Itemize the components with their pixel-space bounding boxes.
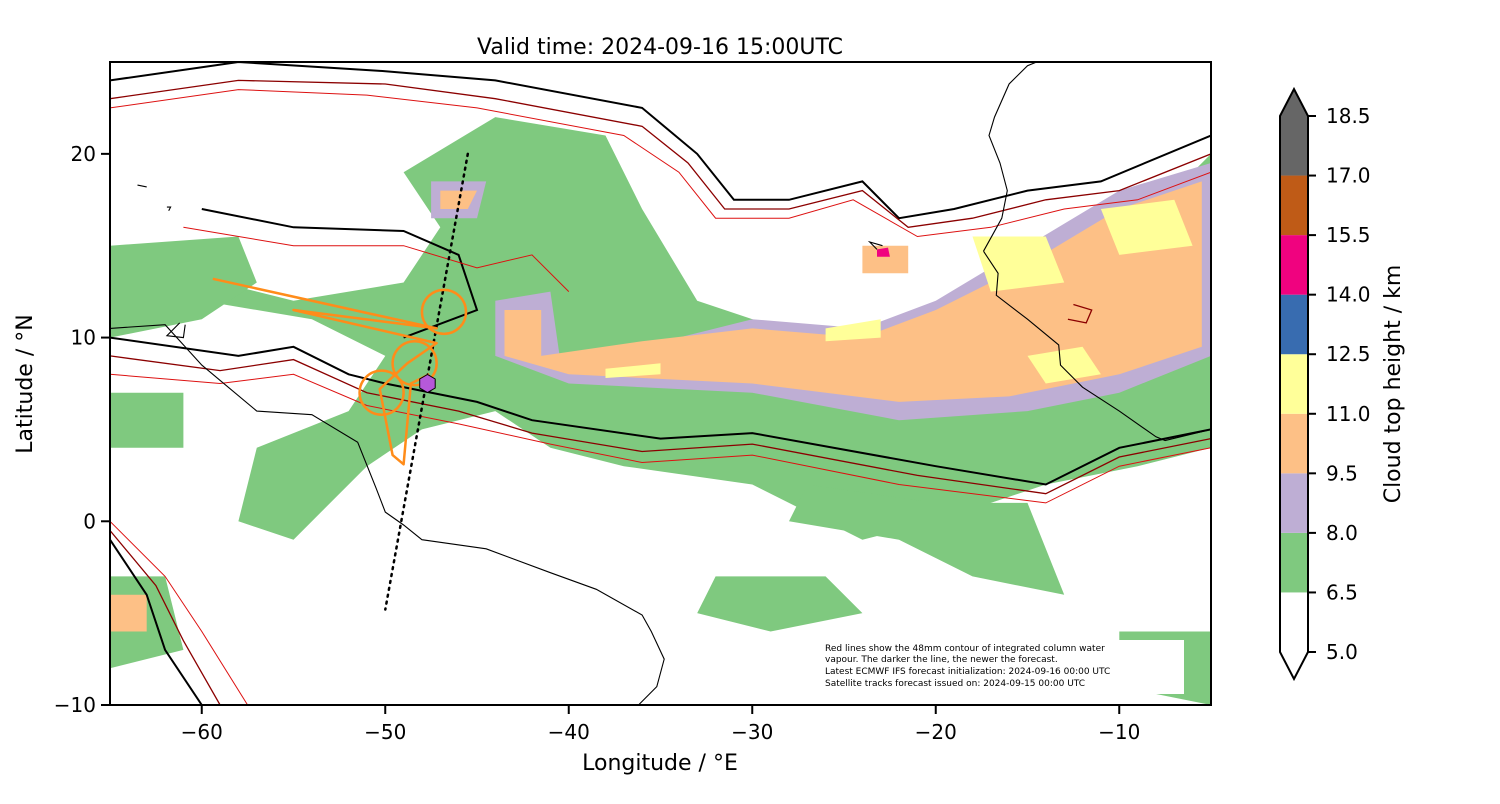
flight-circle-2 [358, 369, 405, 416]
cloud-region-0 [183, 117, 1211, 540]
cloud-region-3 [110, 392, 184, 448]
colorbar-label: Cloud top height / km [1381, 265, 1406, 504]
moisture-contour-8 [110, 539, 203, 705]
colorbar-tick-label: 9.5 [1326, 461, 1358, 485]
y-tick-label: 10 [71, 326, 96, 350]
coastline-3 [165, 322, 186, 339]
coastline-5 [166, 206, 172, 212]
cloud-region-17 [605, 363, 661, 378]
coastline-2 [983, 62, 1037, 252]
colorbar-tick-label: 12.5 [1326, 342, 1371, 366]
colorbar-tick-label: 15.5 [1326, 223, 1371, 247]
x-tick-label: −10 [1098, 720, 1140, 744]
coastline-1 [983, 250, 1211, 442]
note-line-3: Latest ECMWF IFS forecast initialization… [825, 667, 1110, 677]
colorbar-swatch-6 [1280, 235, 1308, 295]
colorbar-swatch-2 [1280, 473, 1308, 533]
cloud-region-12 [110, 594, 147, 632]
cloud-region-10 [440, 190, 477, 209]
coastline-4 [867, 240, 883, 250]
x-tick-label: −40 [548, 720, 590, 744]
moisture-contour-3 [110, 355, 1211, 495]
cloud-region-2 [110, 236, 257, 338]
colorbar-tick-label: 14.0 [1326, 283, 1371, 307]
colorbar-tick-label: 6.5 [1326, 580, 1358, 604]
flight-circle-1 [391, 340, 438, 387]
y-tick-label: 20 [71, 142, 96, 166]
coastline-6 [137, 184, 147, 188]
moisture-contour-0 [110, 62, 1211, 220]
colorbar-tick-label: 11.0 [1326, 402, 1371, 426]
cloud-region-18 [877, 247, 890, 257]
colorbar-swatch-3 [1280, 413, 1308, 474]
map-plot-area [110, 62, 1211, 705]
x-axis-label: Longitude / °E [582, 751, 738, 776]
note-line-4: Satellite tracks forecast issued on: 202… [825, 679, 1085, 689]
cloud-region-13 [972, 236, 1065, 292]
colorbar-extend-top [1280, 89, 1308, 116]
colorbar: 5.0 6.5 8.0 9.5 11.0 12.5 14.0 15.5 17.0 18.5 [1279, 86, 1371, 682]
y-tick-label: 0 [83, 509, 96, 533]
colorbar-swatch-5 [1280, 294, 1308, 355]
info-note: Red lines show the 48mm contour of integ… [820, 640, 1184, 694]
colorbar-swatch-8 [1280, 116, 1308, 176]
coastline-0 [110, 324, 665, 705]
x-tick-label: −20 [915, 720, 957, 744]
colorbar-swatch-0 [1280, 592, 1308, 652]
cloud-region-14 [1100, 199, 1193, 255]
moisture-contour-7 [183, 226, 570, 292]
colorbar-extend-bottom [1280, 652, 1308, 679]
moisture-contour-10 [110, 520, 249, 705]
cloud-region-16 [825, 319, 881, 342]
chart-title: Valid time: 2024-09-16 15:00UTC [477, 35, 843, 60]
cloud-region-1 [789, 484, 1065, 595]
moisture-contour-11 [1067, 303, 1093, 324]
cloud-region-9 [504, 181, 1202, 402]
colorbar-tick-label: 17.0 [1326, 164, 1371, 188]
note-line-2: vapour. The darker the line, the newer t… [825, 655, 1058, 665]
moisture-contour-9 [110, 530, 221, 705]
y-tick-label: −10 [54, 693, 96, 717]
station-marker [419, 373, 436, 394]
x-tick-label: −60 [181, 720, 223, 744]
moisture-contour-5 [110, 373, 1211, 504]
colorbar-swatch-1 [1280, 532, 1308, 593]
moisture-contour-4 [110, 89, 1211, 238]
cloud-region-6 [697, 576, 863, 632]
colorbar-tick-label: 5.0 [1326, 640, 1358, 664]
cloud-region-15 [1027, 346, 1101, 384]
cloud-region-11 [862, 245, 909, 274]
colorbar-tick-label: 8.0 [1326, 521, 1358, 545]
y-axis-ticks: −10 0 10 20 [54, 142, 110, 717]
moisture-contour-2 [110, 79, 1211, 228]
colorbar-swatch-4 [1280, 354, 1308, 414]
flight-track [212, 277, 438, 466]
moisture-contour-1 [110, 336, 1211, 486]
colorbar-tick-label: 18.5 [1326, 104, 1371, 128]
x-tick-label: −30 [731, 720, 773, 744]
colorbar-swatch-7 [1280, 175, 1308, 236]
y-axis-label: Latitude / °N [13, 314, 38, 453]
note-line-1: Red lines show the 48mm contour of integ… [825, 644, 1105, 654]
plot-frame [109, 61, 1212, 706]
flight-circle-0 [420, 288, 468, 336]
x-axis-ticks: −60 −50 −40 −30 −20 −10 [181, 705, 1140, 744]
x-tick-label: −50 [364, 720, 406, 744]
